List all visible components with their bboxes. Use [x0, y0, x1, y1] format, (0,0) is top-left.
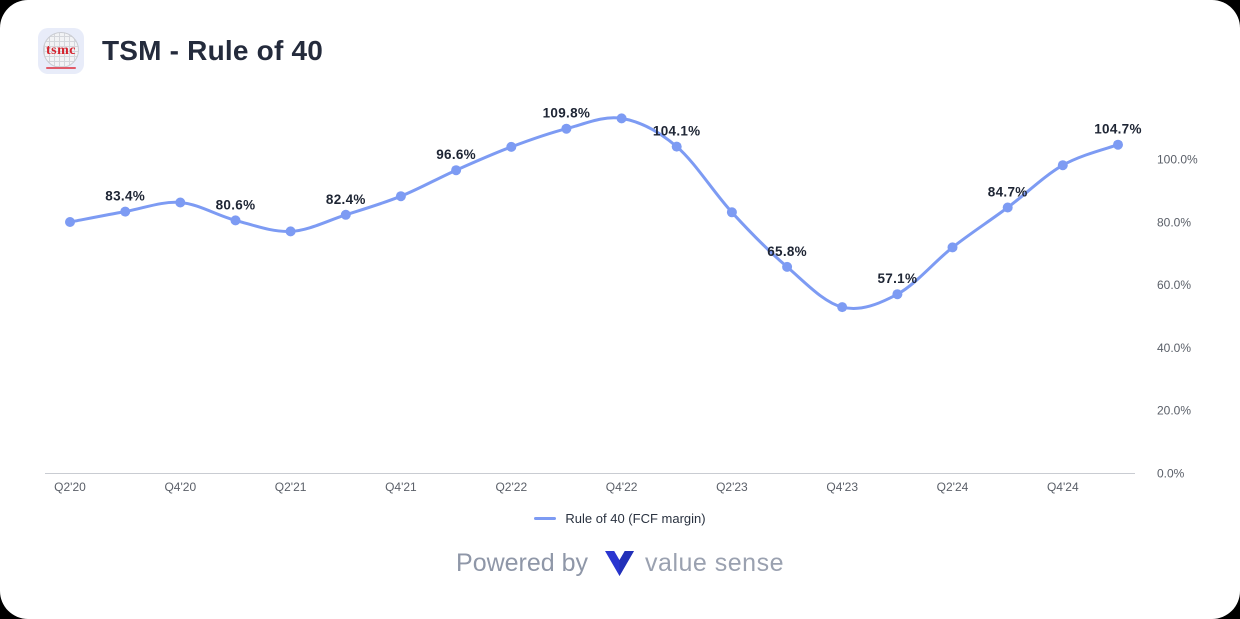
data-point[interactable] [1113, 139, 1123, 150]
tsmc-logo-underline [46, 66, 76, 69]
chart-legend[interactable]: Rule of 40 (FCF margin) [0, 511, 1240, 526]
y-tick-label: 20.0% [1157, 404, 1191, 418]
data-point-label: 65.8% [767, 244, 807, 259]
data-point[interactable] [230, 215, 241, 226]
x-tick-label: Q2'23 [716, 480, 748, 494]
data-point[interactable] [175, 197, 186, 208]
data-point[interactable] [782, 261, 793, 272]
x-tick-label: Q4'22 [606, 480, 638, 494]
x-tick-label: Q2'21 [275, 480, 307, 494]
tsmc-logo: tsmc [38, 28, 84, 74]
data-point[interactable] [120, 206, 131, 217]
data-point-label: 96.6% [436, 147, 476, 162]
data-point[interactable] [285, 226, 296, 237]
data-point[interactable] [561, 123, 572, 134]
legend-label: Rule of 40 (FCF margin) [565, 511, 706, 526]
value-sense-brand-text: value sense [645, 549, 784, 577]
x-tick-label: Q2'24 [937, 480, 969, 494]
data-point[interactable] [1057, 160, 1068, 171]
y-tick-label: 0.0% [1157, 467, 1185, 481]
value-sense-logo-icon [605, 550, 635, 577]
data-point[interactable] [1002, 202, 1013, 213]
data-point[interactable] [340, 209, 351, 220]
data-point-label: 104.1% [653, 124, 701, 139]
y-tick-label: 40.0% [1157, 341, 1191, 355]
data-point-label: 82.4% [326, 192, 366, 207]
x-tick-label: Q4'20 [164, 480, 196, 494]
wafer-icon [43, 32, 79, 68]
data-point[interactable] [671, 141, 682, 152]
data-point[interactable] [947, 242, 958, 253]
data-point[interactable] [616, 113, 627, 124]
data-point[interactable] [395, 191, 406, 202]
tsmc-logo-text: tsmc [46, 43, 76, 58]
data-point[interactable] [837, 302, 848, 313]
x-tick-label: Q2'22 [495, 480, 527, 494]
y-tick-label: 80.0% [1157, 215, 1191, 229]
legend-line-swatch [534, 517, 557, 520]
data-point-label: 84.7% [988, 185, 1028, 200]
data-point-label: 109.8% [543, 106, 591, 121]
data-point-label: 104.7% [1094, 122, 1142, 137]
header: tsmc TSM - Rule of 40 [38, 28, 323, 74]
y-tick-label: 60.0% [1157, 278, 1191, 292]
data-point[interactable] [892, 289, 903, 300]
x-tick-label: Q4'24 [1047, 480, 1079, 494]
x-tick-label: Q2'20 [54, 480, 86, 494]
powered-by-footer: Powered by value sense [0, 549, 1240, 578]
powered-by-text: Powered by [456, 549, 589, 577]
y-tick-label: 100.0% [1157, 153, 1198, 167]
data-point[interactable] [451, 165, 462, 176]
data-point[interactable] [506, 141, 517, 152]
data-point-label: 80.6% [216, 197, 256, 212]
data-point-label: 57.1% [878, 271, 918, 286]
series-line [68, 116, 1120, 310]
data-point-label: 83.4% [105, 189, 145, 204]
data-point[interactable] [726, 207, 737, 218]
x-tick-label: Q4'23 [826, 480, 858, 494]
data-point[interactable] [65, 217, 75, 227]
x-tick-label: Q4'21 [385, 480, 417, 494]
page-title: TSM - Rule of 40 [102, 35, 323, 66]
